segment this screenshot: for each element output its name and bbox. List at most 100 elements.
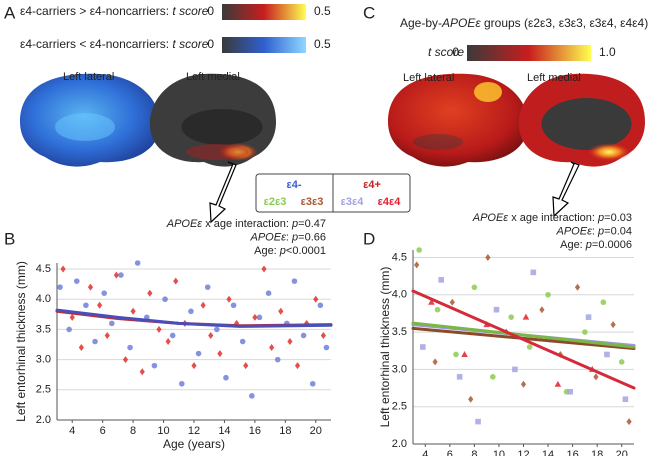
text-part: p xyxy=(597,225,604,237)
text-part: =0.47 xyxy=(298,218,326,230)
x-tick-label: 12 xyxy=(517,449,529,456)
x-tick-label: 8 xyxy=(471,449,477,456)
text-part: APOEε xyxy=(250,231,287,243)
annotation: APOEε x age interaction: p=0.47 xyxy=(166,218,326,230)
colorbar-tick-label: 0 xyxy=(452,45,459,59)
text-part: x age interaction: xyxy=(202,218,292,230)
point xyxy=(204,284,211,290)
colorbar-label: t score xyxy=(428,45,464,59)
point xyxy=(512,366,518,373)
point xyxy=(475,418,481,425)
point xyxy=(438,277,445,283)
panel-letter: D xyxy=(363,229,375,248)
x-tick-label: 10 xyxy=(157,425,169,437)
point xyxy=(109,320,115,327)
brain-medial-c xyxy=(518,73,645,167)
point xyxy=(139,368,145,376)
point xyxy=(195,350,202,357)
point xyxy=(134,260,141,266)
point xyxy=(313,295,319,303)
point xyxy=(73,278,80,284)
x-tick-label: 4 xyxy=(69,425,75,437)
x-tick-label: 6 xyxy=(100,425,106,437)
point xyxy=(554,380,562,387)
brain-medial-a xyxy=(149,73,276,167)
x-axis-title: Age (years) xyxy=(163,437,225,451)
point xyxy=(434,306,441,313)
brain-lateral-c xyxy=(388,73,529,167)
point xyxy=(214,326,220,333)
point xyxy=(593,373,599,381)
point xyxy=(320,331,326,339)
annotation: Age: p<0.0001 xyxy=(254,245,326,257)
text-part: =0.03 xyxy=(604,212,632,224)
point xyxy=(226,295,232,303)
point xyxy=(626,418,632,426)
text-part: ε4-carriers < ε4-noncarriers: xyxy=(20,37,172,51)
y-tick-label: 4.0 xyxy=(392,289,407,301)
point xyxy=(526,344,533,350)
x-tick-label: 12 xyxy=(188,425,200,437)
legend xyxy=(255,173,411,213)
point xyxy=(485,253,491,261)
brain-label: Left medial xyxy=(527,72,581,84)
point xyxy=(66,326,72,333)
point xyxy=(97,301,103,309)
point xyxy=(428,298,435,305)
point xyxy=(420,344,426,350)
text-part: t score xyxy=(172,37,208,51)
fit-line xyxy=(411,321,636,349)
point xyxy=(610,321,616,329)
point xyxy=(83,302,89,309)
legend-entry: ε2ε3 xyxy=(264,196,287,208)
point xyxy=(432,358,438,366)
y-tick-label: 4.5 xyxy=(392,251,407,263)
text-part: p xyxy=(585,239,592,251)
panel-letter: B xyxy=(4,229,15,248)
point xyxy=(287,338,293,345)
point xyxy=(261,265,267,273)
point xyxy=(179,380,185,387)
point xyxy=(223,374,229,381)
panel-title: Age-by-APOEε groups (ε2ε3, ε3ε3, ε3ε4, ε… xyxy=(400,16,648,30)
point xyxy=(508,314,515,320)
point xyxy=(449,298,455,306)
fit-line xyxy=(55,308,333,328)
annotation: APOEε: p=0.04 xyxy=(556,225,633,237)
point xyxy=(471,284,478,291)
point xyxy=(265,290,272,296)
y-tick-label: 4.0 xyxy=(36,293,51,305)
colorbar-tick-label: 1.0 xyxy=(599,45,616,59)
point xyxy=(600,299,607,306)
colorbar xyxy=(222,37,306,53)
fit-line xyxy=(411,289,636,390)
point xyxy=(604,351,610,358)
x-tick-label: 6 xyxy=(447,449,453,456)
point xyxy=(147,289,153,297)
point xyxy=(173,277,179,285)
point xyxy=(87,283,94,291)
colorbar-tick-label: 0.5 xyxy=(314,37,331,51)
text-part: APOEε xyxy=(556,225,593,237)
point xyxy=(101,290,107,296)
text-part: =0.04 xyxy=(604,225,632,237)
point xyxy=(269,344,275,352)
text-part: groups (ε2ε3, ε3ε3, ε3ε4, ε4ε4) xyxy=(481,16,649,30)
annotation: Age: p=0.0006 xyxy=(560,239,632,251)
point xyxy=(243,362,249,370)
point xyxy=(622,396,629,403)
x-tick-label: 14 xyxy=(218,425,230,437)
point xyxy=(252,313,258,321)
point xyxy=(461,350,468,357)
point xyxy=(118,272,124,278)
point xyxy=(191,362,197,370)
text-part: : xyxy=(592,225,598,237)
text-part: p xyxy=(291,231,298,243)
colorbar xyxy=(467,45,591,61)
x-tick-label: 20 xyxy=(616,449,628,456)
point xyxy=(92,338,98,345)
point xyxy=(274,356,281,363)
x-tick-label: 16 xyxy=(249,425,261,437)
x-tick-label: 10 xyxy=(493,449,505,456)
text-part: =0.0006 xyxy=(592,239,632,251)
